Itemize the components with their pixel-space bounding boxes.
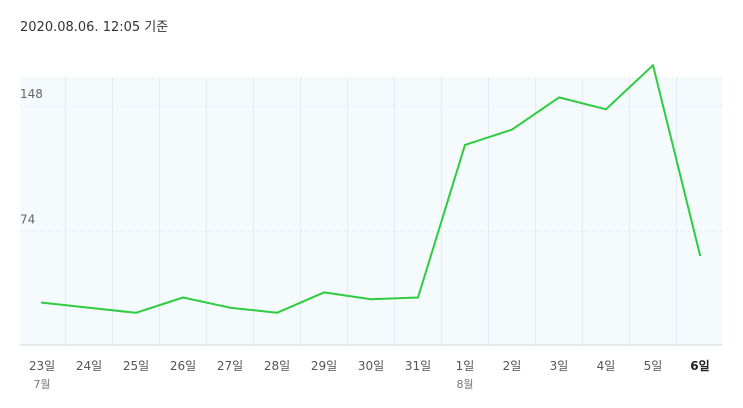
x-tick-label: 4일 xyxy=(597,359,616,373)
x-tick-label: 2일 xyxy=(503,359,522,373)
x-tick-label: 24일 xyxy=(76,359,102,373)
data-point xyxy=(417,296,419,299)
month-labels: 7월 8월 xyxy=(33,378,473,391)
data-point xyxy=(370,298,372,301)
data-point xyxy=(276,311,278,314)
data-point xyxy=(182,296,184,299)
data-point xyxy=(605,108,607,111)
x-tick-label: 29일 xyxy=(311,359,337,373)
x-tick-label: 31일 xyxy=(405,359,431,373)
data-point xyxy=(323,291,325,294)
data-point xyxy=(41,301,43,304)
x-tick-label: 6일 xyxy=(690,359,709,373)
x-tick-label: 3일 xyxy=(550,359,569,373)
data-point xyxy=(229,306,231,309)
data-point xyxy=(464,143,466,146)
y-tick-labels: 74 148 xyxy=(20,87,43,227)
x-tick-label: 5일 xyxy=(644,359,663,373)
x-tick-label: 1일 xyxy=(456,359,475,373)
vertical-gridlines xyxy=(65,78,677,345)
series-lines xyxy=(41,64,701,314)
month-label: 7월 xyxy=(33,378,50,391)
x-tick-labels: 23일 24일 25일 26일 27일 28일 29일 30일 31일 1일 2일 3일 4일 5일 6일 xyxy=(29,359,710,373)
x-tick-label: 28일 xyxy=(264,359,290,373)
data-point xyxy=(558,96,560,99)
y-tick-label: 148 xyxy=(20,87,43,101)
data-point xyxy=(88,306,90,309)
x-tick-label: 27일 xyxy=(217,359,243,373)
data-point xyxy=(699,254,701,257)
horizontal-gridlines xyxy=(20,77,722,232)
y-tick-label: 74 xyxy=(20,213,35,227)
data-point xyxy=(652,64,654,67)
x-tick-label: 30일 xyxy=(358,359,384,373)
x-tick-label: 26일 xyxy=(170,359,196,373)
plot-area-background xyxy=(20,78,722,345)
x-tick-label: 25일 xyxy=(123,359,149,373)
data-point xyxy=(511,128,513,131)
x-tick-label: 23일 xyxy=(29,359,55,373)
data-point xyxy=(135,311,137,314)
month-label: 8월 xyxy=(456,378,473,391)
timestamp-label: 2020.08.06. 12:05 기준 xyxy=(20,20,169,35)
